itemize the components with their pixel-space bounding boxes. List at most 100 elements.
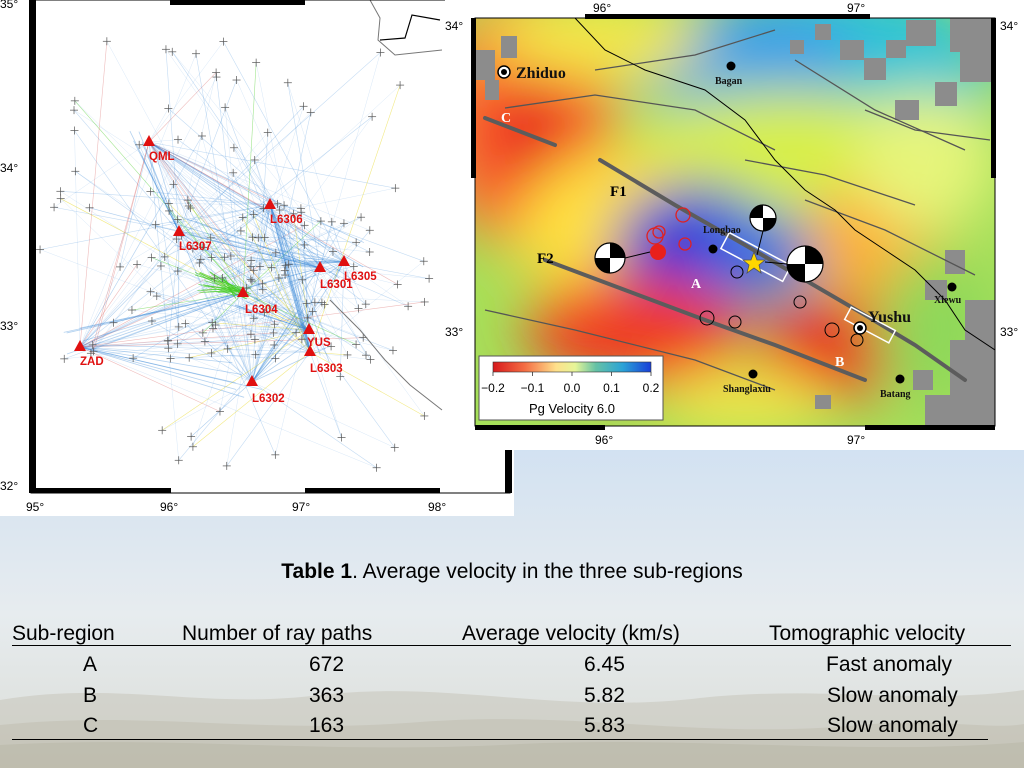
event-cross-icon [174,135,183,144]
ray-path-line [255,267,321,355]
ray-path-line [251,213,294,383]
triangle-icon [264,198,276,209]
ray-path-line [129,130,180,233]
ray-path-line [53,141,150,208]
event-cross-icon [164,199,173,208]
event-cross-icon [281,271,290,280]
ray-path-line [212,322,310,331]
ray-path-line [232,172,311,353]
ray-path-line [79,332,274,348]
event-cross-icon [147,317,156,326]
ray-path-line [247,276,310,331]
lat-label: 33° [1000,325,1018,339]
event-cross-icon [308,307,317,316]
table-title: Table 1. Average velocity in the three s… [0,560,1024,584]
event-cross-icon [184,201,193,210]
ray-path-line [300,212,310,331]
ray-path-line [79,112,311,348]
event-cross-icon [85,203,94,212]
ray-path-line [185,323,253,383]
beachball-icon [594,242,626,274]
ray-path-line [250,333,311,353]
event-cross-icon [275,206,284,215]
ray-path-line [74,100,310,331]
event-cross-icon [219,37,228,46]
region-label: A [691,277,702,292]
event-cross-icon [267,263,276,272]
event-cross-icon [357,213,366,222]
cell-rays: 163 [309,714,345,737]
ray-path-line [226,351,311,467]
ray-path-line [138,131,180,233]
ray-path-line [177,231,180,344]
region-label: B [835,355,844,370]
ray-path-line [212,328,310,331]
event-cross-icon [366,355,375,364]
ray-path-line [83,292,244,342]
ray-path-line [79,344,275,348]
ray-path-line [212,328,253,383]
colorbar-tick-label: 0.2 [643,381,660,395]
event-cross-icon [116,262,125,271]
ray-path-line [148,141,396,189]
station-label: ZAD [80,356,104,368]
event-cross-icon [188,442,197,451]
ray-path-line [269,204,301,209]
lat-label: 35° [0,0,18,11]
ray-path-line [178,231,398,285]
lon-label: 96° [160,500,178,514]
ray-path-line [148,141,340,279]
ray-path-line [211,267,321,354]
ray-path-line [343,230,371,263]
ray-path-line [319,221,333,269]
cell-rays: 672 [309,653,345,676]
event-cross-icon [297,335,306,344]
ray-path-line [251,280,311,353]
region-label: C [501,111,511,126]
ray-path-line [79,346,221,412]
lake-outline [379,14,441,41]
lon-label: 97° [847,1,865,15]
cell-rays: 363 [309,684,345,707]
station-label: YUS [307,337,331,349]
landscape-background [0,690,1024,768]
event-cross-icon [420,297,429,306]
triangle-icon [303,323,315,334]
ray-path-line [251,337,316,383]
event-cross-icon [181,319,190,328]
ray-path-line [161,329,310,431]
ray-path-line [156,295,311,353]
event-cross-icon [273,199,282,208]
ray-path-line [168,108,345,263]
ray-path-line [178,208,264,233]
station-marker: YUS [303,323,331,349]
ray-path-line [194,220,321,269]
event-cross-icon [316,217,325,226]
ray-path-line [223,278,242,296]
ray-path-line [288,263,321,269]
ray-path-line [210,237,345,263]
ray-path-line [251,302,323,383]
event-cross-icon [212,73,221,82]
ray-path-line [119,141,150,267]
event-cross-icon [223,344,232,353]
ray-path-line [269,204,329,342]
event-cross-icon [172,235,181,244]
ray-path-line [79,323,186,348]
ray-path-line [236,79,321,269]
ray-path-line [178,231,215,279]
ray-path-line [222,277,310,331]
ray-path-line [267,200,311,353]
ray-path-line [162,381,253,431]
event-cross-icon [269,328,278,337]
mechanism-leaders [624,230,788,265]
ray-path-line [245,300,310,331]
ray-path-line [177,219,253,383]
ray-path-line [150,191,311,353]
event-cross-icon [215,407,224,416]
lat-label: 33° [445,325,463,339]
ray-path-line [79,106,304,348]
event-cross-icon [327,342,336,351]
ray-path-line [178,231,275,325]
ray-path-line [150,291,310,331]
